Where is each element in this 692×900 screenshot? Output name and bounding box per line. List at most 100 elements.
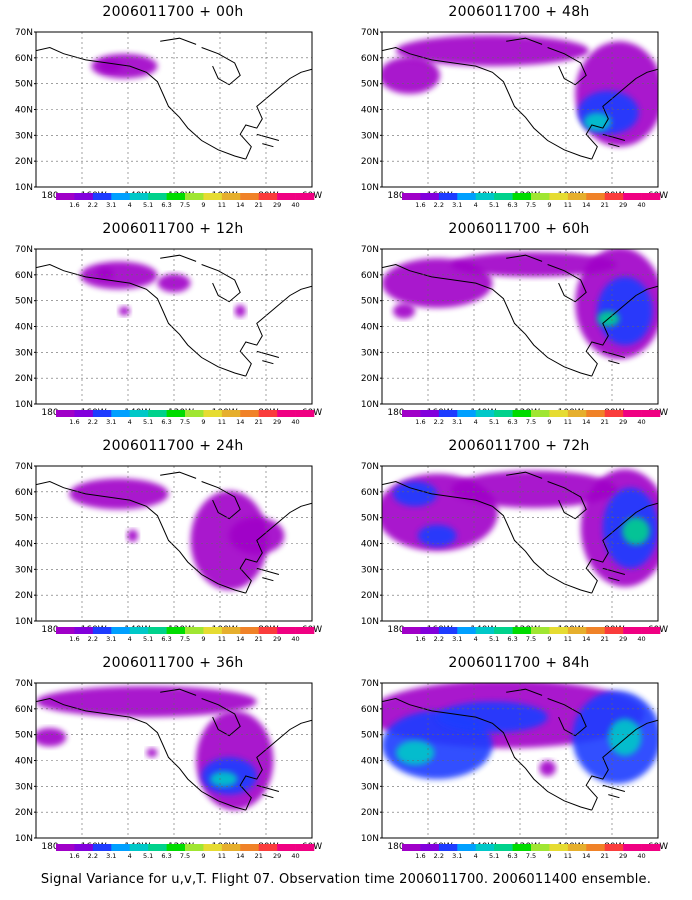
colorbar-swatch <box>438 410 458 417</box>
colorbar-label: 40 <box>637 201 645 209</box>
coastline <box>201 481 241 520</box>
colorbar-swatch <box>457 844 477 851</box>
coastline <box>585 68 658 160</box>
colorbar-label: 4 <box>128 418 132 426</box>
y-tick-label: 70N <box>15 245 33 255</box>
colorbar-swatch <box>531 410 550 417</box>
colorbar-label: 5.1 <box>143 852 153 860</box>
colorbar-label: 7.5 <box>180 201 190 209</box>
y-tick-label: 50N <box>15 514 33 524</box>
y-tick-label: 20N <box>15 157 33 167</box>
map-panel: 2006011700 + 84h 70N 60N 50N 40N 30N 20N 10N 180… <box>346 651 692 868</box>
variance-map: 70N60N50N40N30N20N10N180160W140W120W100W… <box>361 679 668 860</box>
y-tick-label: 10N <box>361 400 379 410</box>
colorbar-label: 14 <box>236 852 244 860</box>
colorbar-swatch <box>586 410 606 417</box>
colorbar-label: 7.5 <box>526 852 536 860</box>
panel-title: 2006011700 + 72h <box>448 438 590 454</box>
y-tick-label: 30N <box>15 565 33 575</box>
colorbar-swatch <box>604 410 624 417</box>
colorbar-swatch <box>623 193 642 200</box>
y-tick-label: 40N <box>361 106 379 116</box>
colorbar-label: 1.6 <box>415 418 425 426</box>
colorbar-label: 11 <box>218 852 226 860</box>
y-tick-label: 20N <box>361 808 379 818</box>
colorbar-label: 21 <box>601 635 609 643</box>
colorbar-swatch <box>56 193 75 200</box>
panel-title: 2006011700 + 48h <box>448 4 590 20</box>
colorbar-swatch <box>420 844 440 851</box>
coastline <box>36 46 246 160</box>
colorbar-label: 9 <box>201 635 205 643</box>
colorbar-swatch <box>512 193 532 200</box>
coastline <box>36 263 246 377</box>
y-tick-label: 70N <box>361 245 379 255</box>
colorbar-label: 2.2 <box>434 201 444 209</box>
colorbar-label: 40 <box>291 852 299 860</box>
colorbar-label: 5.1 <box>489 635 499 643</box>
colorbar-swatch <box>203 410 223 417</box>
colorbar-swatch <box>531 193 550 200</box>
colorbar-swatch <box>148 844 167 851</box>
colorbar-swatch <box>586 844 606 851</box>
coastline <box>201 698 241 737</box>
panel-title: 2006011700 + 24h <box>102 438 244 454</box>
colorbar-swatch <box>221 844 241 851</box>
coastline <box>547 698 587 737</box>
colorbar-label: 6.3 <box>507 201 517 209</box>
coastline <box>36 697 246 811</box>
y-tick-label: 50N <box>15 297 33 307</box>
colorbar-label: 1.6 <box>69 201 79 209</box>
colorbar-swatch <box>549 410 569 417</box>
colorbar-swatch <box>586 627 606 634</box>
colorbar-label: 1.6 <box>69 635 79 643</box>
coastline <box>239 68 312 160</box>
colorbar-swatch <box>129 410 149 417</box>
colorbar-swatch <box>494 627 513 634</box>
colorbar-swatch <box>512 410 532 417</box>
colorbar-label: 6.3 <box>161 418 171 426</box>
variance-region <box>393 303 416 319</box>
colorbar-label: 4 <box>474 852 478 860</box>
variance-region <box>382 56 440 94</box>
colorbar-swatch <box>402 193 421 200</box>
colorbar-label: 11 <box>564 418 572 426</box>
colorbar-swatch <box>185 193 204 200</box>
coastline <box>608 143 620 148</box>
coastline <box>585 502 658 594</box>
variance-region <box>597 276 653 346</box>
colorbar-label: 40 <box>291 635 299 643</box>
colorbar-swatch <box>166 844 186 851</box>
colorbar-label: 6.3 <box>161 852 171 860</box>
colorbar-swatch <box>221 410 241 417</box>
colorbar-swatch <box>258 193 278 200</box>
coastline <box>382 46 592 160</box>
colorbar-label: 11 <box>218 201 226 209</box>
x-tick-label: 180 <box>41 842 58 852</box>
colorbar-swatch <box>567 193 587 200</box>
colorbar-swatch <box>549 627 569 634</box>
coastline <box>547 481 587 520</box>
colorbar-label: 4 <box>474 635 478 643</box>
colorbar-swatch <box>277 627 296 634</box>
y-tick-label: 20N <box>15 591 33 601</box>
y-tick-label: 40N <box>15 540 33 550</box>
y-tick-label: 30N <box>361 348 379 358</box>
colorbar-label: 29 <box>619 852 627 860</box>
colorbar-swatch <box>148 410 167 417</box>
y-tick-label: 40N <box>361 757 379 767</box>
coastline <box>585 719 658 811</box>
colorbar-label: 6.3 <box>161 635 171 643</box>
colorbar-label: 3.1 <box>106 635 116 643</box>
colorbar-label: 4 <box>128 852 132 860</box>
colorbar-label: 14 <box>236 201 244 209</box>
colorbar-swatch <box>74 627 94 634</box>
colorbar-label: 7.5 <box>526 418 536 426</box>
colorbar-label: 9 <box>201 201 205 209</box>
coastline <box>608 360 620 365</box>
coastline <box>160 471 197 479</box>
colorbar-swatch <box>512 844 532 851</box>
colorbar-label: 6.3 <box>161 201 171 209</box>
coastline <box>547 264 587 303</box>
y-tick-label: 20N <box>15 808 33 818</box>
